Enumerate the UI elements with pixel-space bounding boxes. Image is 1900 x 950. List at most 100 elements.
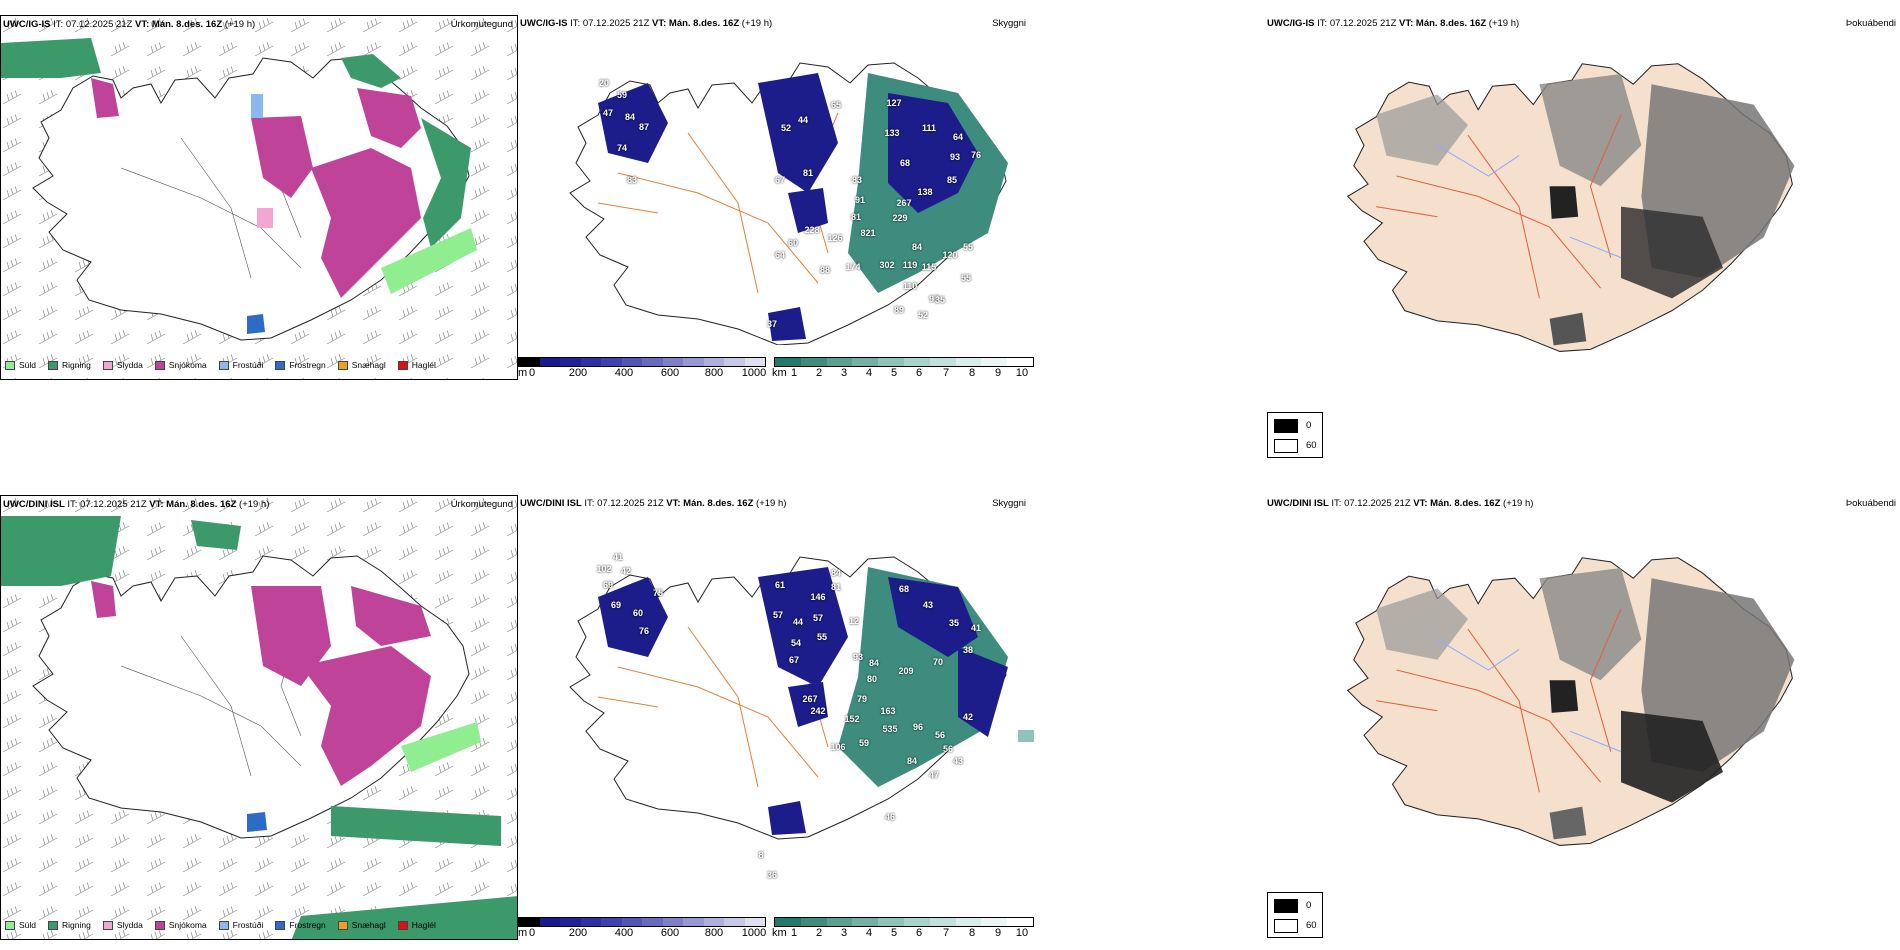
vis-label: 67 <box>788 655 800 665</box>
vis-label: 76 <box>638 626 650 636</box>
visibility-map <box>569 62 1008 345</box>
vis-label: 85 <box>946 175 958 185</box>
visibility-panel-row2: Skyggni 41 102 42 69 75 69 60 76 61 84 1… <box>518 495 1038 940</box>
legend-label: Haglél <box>411 920 436 930</box>
panel-header: UWC/IG-IS IT: 07.12.2025 21Z VT: Mán. 8.… <box>1267 18 1519 29</box>
legend-swatch <box>102 920 113 930</box>
visibility-header-row1: UWC/IG-IS IT: 07.12.2025 21Z VT: Mán. 8.… <box>520 18 772 29</box>
vt-value: Mán. 8.des. 16Z <box>683 498 754 509</box>
km-tick: 8 <box>968 367 976 379</box>
precip-legend: Súld Rigning Slydda Snjókoma Frostúði Fr… <box>5 917 436 933</box>
fog-swatch-white <box>1274 439 1298 453</box>
model-name: UWC/IG-IS <box>1267 18 1315 29</box>
legend-item-frostregn: Frostregn <box>275 360 326 370</box>
lead-time: (+19 h) <box>1503 498 1534 509</box>
legend-item-haglel: Haglél <box>397 920 436 930</box>
km-tick: 3 <box>840 367 848 379</box>
vis-label: 55 <box>816 632 828 642</box>
km-tick: 6 <box>915 367 923 379</box>
fog-legend-value: 60 <box>1306 440 1317 451</box>
vis-label: 44 <box>797 115 809 125</box>
height-tick: 1000 <box>741 367 767 379</box>
vis-label: 81 <box>850 212 862 222</box>
fog-panel-row1: UWC/IG-IS IT: 07.12.2025 21Z VT: Mán. 8.… <box>1265 15 1900 380</box>
legend-item-slydda: Slydda <box>102 360 143 370</box>
fog-swatch-black <box>1274 419 1298 433</box>
vis-label: 87 <box>638 122 650 132</box>
height-unit: m <box>518 927 528 939</box>
legend-item-snjokoma: Snjókoma <box>154 360 207 370</box>
model-name: UWC/DINI ISL <box>520 498 582 509</box>
vt-value: Mán. 8.des. 16Z <box>151 19 223 30</box>
panel-header: UWC/IG-IS IT: 07.12.2025 21Z VT: Mán. 8.… <box>3 19 255 30</box>
vis-label: 83 <box>851 175 863 185</box>
vis-label: 75 <box>652 588 664 598</box>
vt-value: Mán. 8.des. 16Z <box>166 499 237 510</box>
legend-item-rigning: Rigning <box>48 360 91 370</box>
vis-label: 59 <box>616 90 628 100</box>
legend-swatch <box>218 360 229 370</box>
vis-label-south: 37 <box>766 319 778 329</box>
vis-label: 61 <box>774 580 786 590</box>
km-tick: 9 <box>994 367 1002 379</box>
km-unit: km <box>772 367 787 379</box>
vis-label: 267 <box>896 198 912 208</box>
vis-label: 126 <box>827 233 843 243</box>
vt-value: Mán. 8.des. 16Z <box>1415 18 1487 29</box>
vis-label: 91 <box>854 195 866 205</box>
vt-label: VT: <box>1399 18 1414 29</box>
height-tick: 800 <box>704 927 724 939</box>
legend-label: Snjókoma <box>168 920 207 930</box>
fog-map <box>1347 63 1795 352</box>
precip-title: Úrkomutegund <box>450 499 513 510</box>
precip-map <box>1 16 517 379</box>
km-tick: 9 <box>994 927 1002 939</box>
vis-label: 76 <box>970 150 982 160</box>
lead-time: (+19 h) <box>224 19 256 30</box>
vis-label: 133 <box>884 128 900 138</box>
vis-label: 47 <box>602 108 614 118</box>
vis-label: 93 <box>852 652 864 662</box>
it-label: IT: <box>53 19 64 30</box>
visibility-panel-row1: Skyggni 20 59 47 84 87 74 83 52 44 65 12… <box>518 15 1038 380</box>
vis-label: 47 <box>928 770 940 780</box>
fog-title: Þokuábendi <box>1845 498 1896 509</box>
legend-label: Frostúði <box>232 920 264 930</box>
vis-label: 88 <box>819 265 831 275</box>
vis-label: 35 <box>934 295 946 305</box>
legend-label: Snæhagl <box>351 920 386 930</box>
height-tick: 400 <box>614 927 634 939</box>
legend-swatch <box>154 360 165 370</box>
lead-time: (+19 h) <box>741 18 773 29</box>
km-colorbar <box>774 917 1034 927</box>
vis-label: 111 <box>921 123 937 133</box>
fog-swatch-white <box>1274 919 1298 933</box>
vis-label: 267 <box>802 694 818 704</box>
vis-label: 84 <box>624 112 636 122</box>
vis-label: 152 <box>844 714 860 724</box>
precip-title: Úrkomutegund <box>450 19 513 30</box>
vis-label: 42 <box>620 566 632 576</box>
precip-map <box>1 496 517 939</box>
legend-item-snjokoma: Snjókoma <box>154 920 207 930</box>
vis-label: 821 <box>860 228 876 238</box>
vis-label: 43 <box>922 600 934 610</box>
fog-panel-row2: UWC/DINI ISL IT: 07.12.2025 21Z VT: Mán.… <box>1265 495 1900 940</box>
precip-panel-row1: UWC/IG-IS IT: 07.12.2025 21Z VT: Mán. 8.… <box>0 15 518 380</box>
legend-label: Haglél <box>411 360 436 370</box>
vis-label: 35 <box>948 618 960 628</box>
vt-value: Mán. 8.des. 16Z <box>668 18 740 29</box>
km-tick: 2 <box>815 927 823 939</box>
km-tick: 7 <box>942 367 950 379</box>
it-label: IT: <box>1331 498 1342 509</box>
vis-label: 41 <box>970 623 982 633</box>
vis-label: 8 <box>758 850 764 860</box>
vis-label: 81 <box>830 582 842 592</box>
vis-label: 67 <box>774 175 786 185</box>
it-label: IT: <box>67 499 78 510</box>
vis-label: 38 <box>962 645 974 655</box>
vis-label: 44 <box>792 617 804 627</box>
legend-swatch <box>337 360 348 370</box>
panel-header: UWC/DINI ISL IT: 07.12.2025 21Z VT: Mán.… <box>1267 498 1533 509</box>
it-value: 07.12.2025 21Z <box>1344 498 1411 509</box>
